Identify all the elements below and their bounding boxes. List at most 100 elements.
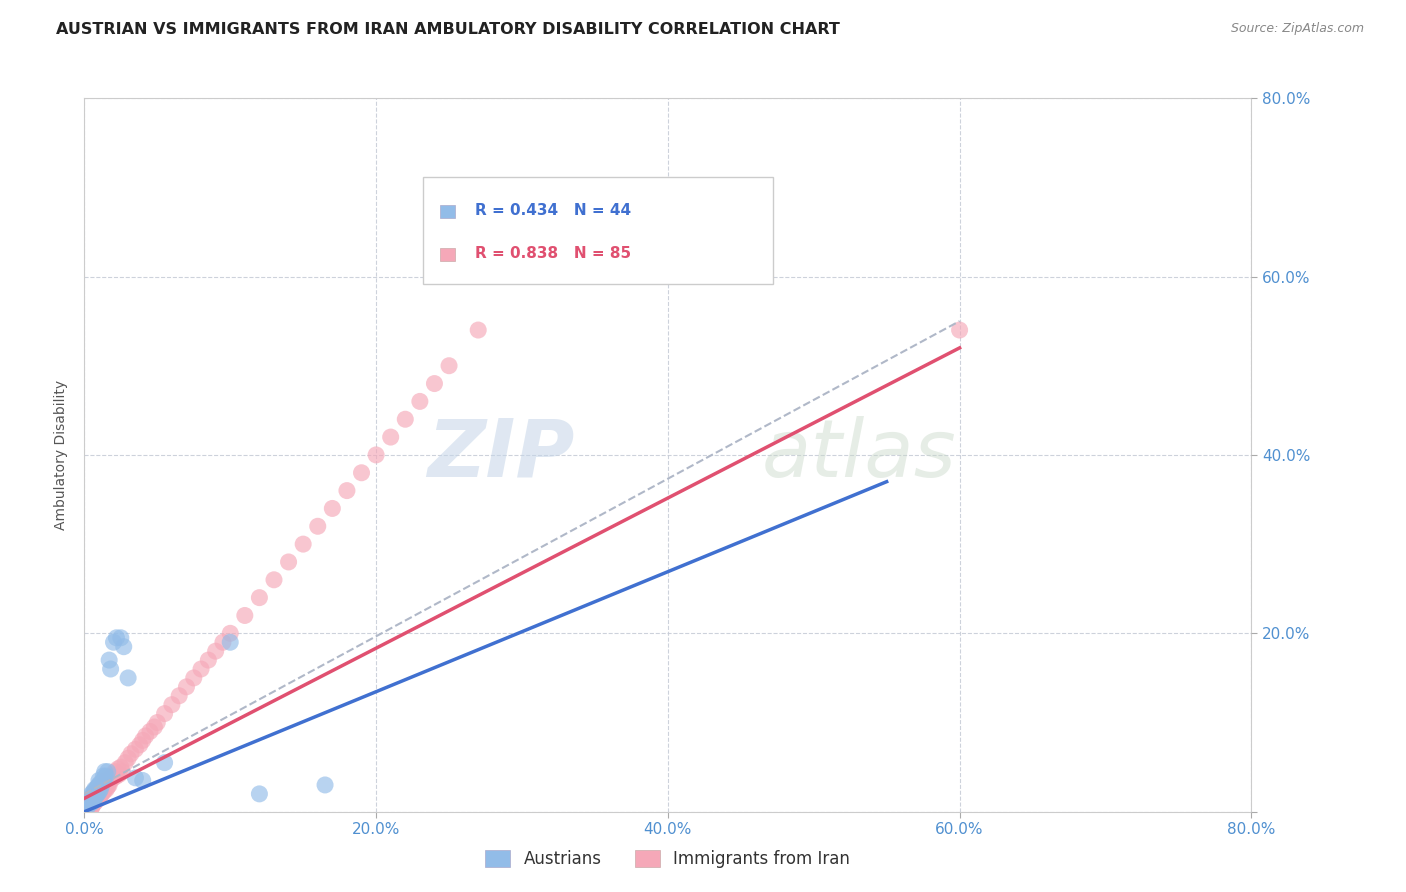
Point bbox=[467, 323, 489, 337]
Point bbox=[132, 773, 155, 788]
Point bbox=[117, 751, 139, 765]
Point bbox=[98, 653, 121, 667]
Point bbox=[100, 662, 122, 676]
Text: AUSTRIAN VS IMMIGRANTS FROM IRAN AMBULATORY DISABILITY CORRELATION CHART: AUSTRIAN VS IMMIGRANTS FROM IRAN AMBULAT… bbox=[56, 22, 841, 37]
Point bbox=[84, 782, 107, 797]
Point bbox=[110, 631, 132, 645]
Point bbox=[104, 764, 127, 779]
Point bbox=[96, 773, 118, 788]
Point bbox=[79, 794, 101, 808]
Point bbox=[84, 789, 107, 803]
Point bbox=[247, 591, 270, 605]
Point bbox=[120, 747, 142, 761]
Point bbox=[79, 794, 101, 808]
Point bbox=[83, 791, 105, 805]
Point bbox=[80, 787, 103, 801]
Point bbox=[84, 789, 107, 803]
Point bbox=[86, 780, 108, 794]
Y-axis label: Ambulatory Disability: Ambulatory Disability bbox=[55, 380, 69, 530]
Point bbox=[87, 778, 110, 792]
Point bbox=[423, 376, 446, 391]
Point bbox=[103, 771, 125, 785]
Point bbox=[350, 466, 373, 480]
Point bbox=[233, 608, 256, 623]
Point bbox=[83, 791, 105, 805]
Text: R = 0.434   N = 44: R = 0.434 N = 44 bbox=[475, 203, 631, 219]
Text: R = 0.838   N = 85: R = 0.838 N = 85 bbox=[475, 246, 631, 261]
Point bbox=[91, 773, 114, 788]
Point bbox=[77, 796, 100, 810]
Point bbox=[139, 724, 162, 739]
Point bbox=[80, 800, 103, 814]
Point bbox=[91, 785, 114, 799]
Point bbox=[94, 782, 117, 797]
Point bbox=[143, 720, 166, 734]
Point bbox=[146, 715, 169, 730]
Point bbox=[97, 771, 120, 785]
Point bbox=[108, 767, 131, 781]
Point bbox=[124, 771, 146, 785]
Point bbox=[190, 662, 212, 676]
Point bbox=[79, 797, 101, 812]
Point bbox=[627, 198, 650, 212]
Point bbox=[87, 782, 110, 797]
Point bbox=[183, 671, 205, 685]
Point bbox=[263, 573, 285, 587]
Point bbox=[105, 769, 128, 783]
Point bbox=[97, 764, 120, 779]
Point bbox=[103, 635, 125, 649]
Point bbox=[110, 760, 132, 774]
Point bbox=[111, 764, 134, 779]
Point bbox=[91, 769, 114, 783]
Point bbox=[394, 412, 416, 426]
Point bbox=[100, 773, 122, 788]
Text: Source: ZipAtlas.com: Source: ZipAtlas.com bbox=[1230, 22, 1364, 36]
Point bbox=[76, 801, 98, 815]
Point bbox=[948, 323, 970, 337]
Point bbox=[77, 797, 100, 812]
Point bbox=[105, 631, 128, 645]
Point bbox=[292, 537, 315, 551]
Point bbox=[90, 780, 112, 794]
Point bbox=[204, 644, 226, 658]
Point bbox=[97, 780, 120, 794]
Point bbox=[197, 653, 219, 667]
Point bbox=[83, 782, 105, 797]
FancyBboxPatch shape bbox=[423, 177, 773, 284]
Point bbox=[176, 680, 198, 694]
Legend: Austrians, Immigrants from Iran: Austrians, Immigrants from Iran bbox=[479, 843, 856, 875]
Point bbox=[87, 787, 110, 801]
Point bbox=[380, 430, 402, 444]
Point bbox=[80, 791, 103, 805]
Point bbox=[82, 789, 104, 803]
Point bbox=[153, 756, 176, 770]
Point bbox=[77, 796, 100, 810]
Point bbox=[86, 791, 108, 805]
Point bbox=[83, 796, 105, 810]
Text: atlas: atlas bbox=[761, 416, 956, 494]
Point bbox=[79, 791, 101, 805]
Point bbox=[82, 789, 104, 803]
Point bbox=[77, 797, 100, 812]
Point bbox=[87, 791, 110, 805]
Point bbox=[80, 796, 103, 810]
Point bbox=[94, 771, 117, 785]
Point bbox=[84, 794, 107, 808]
Point bbox=[321, 501, 343, 516]
Point bbox=[114, 756, 136, 770]
Point bbox=[96, 769, 118, 783]
Point bbox=[135, 729, 157, 743]
Point bbox=[117, 671, 139, 685]
Point bbox=[86, 785, 108, 799]
Point bbox=[277, 555, 299, 569]
Point bbox=[87, 785, 110, 799]
Point bbox=[112, 640, 135, 654]
Point bbox=[437, 359, 460, 373]
Point bbox=[89, 782, 111, 797]
Point bbox=[89, 782, 111, 797]
Point bbox=[124, 742, 146, 756]
Point bbox=[409, 394, 432, 409]
Point bbox=[82, 785, 104, 799]
Point bbox=[96, 782, 118, 797]
Point bbox=[83, 787, 105, 801]
